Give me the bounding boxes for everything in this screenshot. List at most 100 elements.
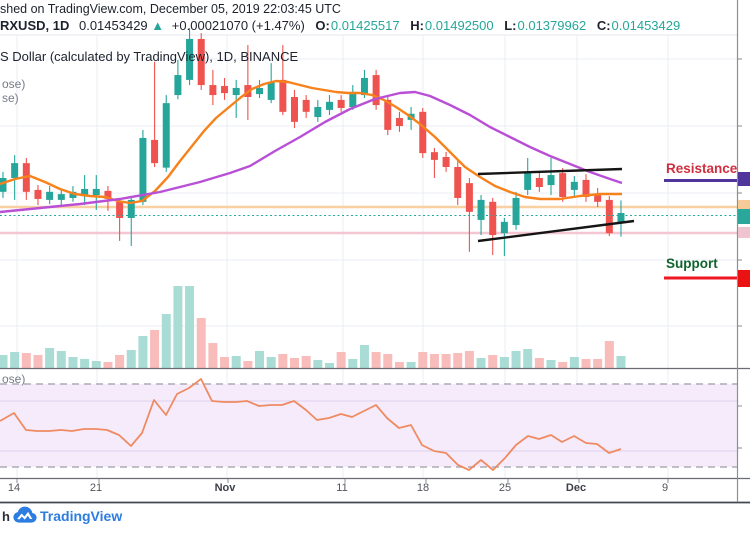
volume-bar [278,354,288,368]
candle-body [477,199,485,220]
rsi-legend-fragment: ose) [2,372,26,386]
volume-bar [150,330,160,368]
volume-bar [488,355,498,368]
candle-body [256,87,264,95]
volume-bar [33,355,43,368]
volume-bar [68,357,78,368]
candle-body [57,194,65,200]
candle-body [442,157,450,167]
candle-body [489,201,497,236]
candle-body [11,163,19,178]
volume-bar [80,359,90,368]
candle-body [454,167,462,198]
candle-body [349,91,357,107]
candle-body [186,38,194,80]
volume-bar [185,286,195,368]
volume-bar [208,343,218,368]
candle-body [395,117,403,127]
low-value: 0.01379962 [517,18,587,33]
volume-bar [266,357,276,368]
candle-body [291,97,298,122]
candle-body [547,175,555,186]
volume-bar [476,358,486,368]
volume-bar [523,349,533,368]
candle-body [116,201,124,218]
open-value: 0.01425517 [330,18,400,33]
candle-body [162,103,170,168]
resistance-price-tag [738,172,750,186]
candle-body [430,152,438,160]
ma-slow-line [0,90,623,214]
candle-body [337,99,345,108]
candle-body [605,199,613,234]
candle-body [151,139,159,164]
publish-line: shed on TradingView.com, December 05, 20… [0,2,341,16]
volume-bar [336,352,346,368]
candle-body [524,173,532,190]
credit-text-fragment: h [2,509,10,524]
chart-title-legend: S Dollar (calculated by TradingView), 1D… [0,49,299,64]
time-axis-label: Dec [565,482,587,494]
time-axis-label: 9 [661,482,669,494]
candle-body [559,173,567,197]
volume-bar [359,345,369,368]
volume-bar [220,357,230,368]
high-value: 0.01492500 [424,18,494,33]
volume-bar [499,357,509,368]
volume-bar [546,360,556,368]
change-arrow-icon: ▲ [151,18,165,33]
time-axis-label: 25 [498,482,512,494]
candle-body [46,191,54,200]
candle-body [81,188,89,197]
candle-body [92,188,100,196]
candle-body [384,99,392,130]
last-price: 0.01453429 [78,18,148,33]
volume-bar [91,361,101,368]
high-label: H: [410,18,424,33]
time-axis-label: Nov [214,482,236,494]
candle-body [279,79,287,112]
volume-bar [103,362,113,368]
candle-body [139,137,147,202]
resistance-label: Resistance [666,161,738,176]
volume-bar [581,359,591,368]
volume-bar [115,355,125,368]
candle-body [127,199,135,218]
candle-body [302,99,310,112]
support-label: Support [666,256,718,271]
volume-bar [45,348,55,368]
candle-body [617,212,625,222]
volume-bar [371,352,381,368]
volume-bar [558,362,568,368]
volume-bar [290,358,299,368]
volume-bar [301,356,311,368]
symbol-ohlc-row: RXUSD, 1D 0.01453429 ▲ +0.00021070 (+1.4… [0,18,680,33]
candle-body [582,179,590,197]
candle-body [221,86,229,94]
candle-body [535,177,543,187]
volume-bar [138,336,148,368]
candle-body [360,77,368,96]
ma-legend-fragment-1: ose) [2,77,26,91]
rsi-line [0,378,622,471]
volume-bar [441,354,451,368]
volume-bar [569,357,579,368]
tradingview-brand-link[interactable]: TradingView [40,508,123,524]
candle-body [500,221,508,234]
price-change: +0.00021070 (+1.47%) [171,18,305,33]
volume-bar [243,361,253,368]
volume-bar [324,363,334,368]
volume-bar [313,360,323,368]
candle-body [209,85,217,96]
candle-body [314,107,322,117]
volume-bar [0,355,8,368]
volume-bar [534,358,544,368]
trendline [477,167,623,176]
volume-bar [418,352,428,368]
tradingview-logo-icon[interactable] [13,505,37,529]
candle-body [232,87,240,96]
volume-bar [453,353,463,368]
candle-body [594,195,602,202]
